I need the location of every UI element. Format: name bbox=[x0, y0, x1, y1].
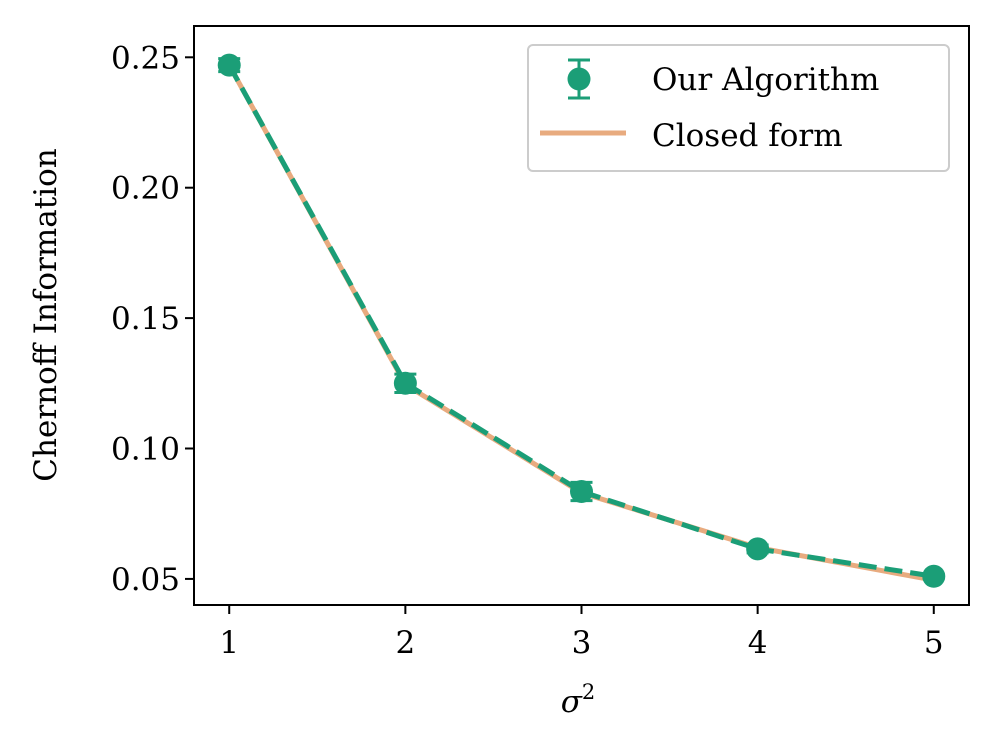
data-point-4 bbox=[746, 537, 770, 561]
y-axis: 0.05 0.10 0.15 0.20 0.25 bbox=[111, 40, 194, 598]
y-tick-label-0.20: 0.20 bbox=[111, 171, 180, 207]
plot-frame bbox=[193, 25, 970, 606]
data-point-1 bbox=[217, 53, 241, 77]
x-axis: 1 2 3 4 5 bbox=[219, 605, 944, 661]
y-axis-label: Chernoff Information bbox=[28, 148, 64, 481]
legend-label-closed-form: Closed form bbox=[652, 118, 843, 154]
x-axis-label-exponent: 2 bbox=[582, 680, 595, 704]
legend-marker-our-algorithm bbox=[567, 58, 591, 100]
y-tick-label-0.10: 0.10 bbox=[111, 432, 180, 468]
y-tick-label-0.25: 0.25 bbox=[111, 40, 180, 76]
x-axis-label-base: σ bbox=[561, 684, 583, 720]
x-tick-label-3: 3 bbox=[572, 625, 592, 661]
series-line-our-algorithm bbox=[227, 63, 935, 579]
data-point-3 bbox=[570, 480, 593, 504]
legend-circle bbox=[567, 67, 591, 91]
x-axis-label: σ2 bbox=[561, 680, 596, 720]
x-tick-label-1: 1 bbox=[219, 625, 239, 661]
legend-label-our-algorithm: Our Algorithm bbox=[652, 62, 879, 98]
data-point-2 bbox=[393, 371, 417, 395]
data-point-5 bbox=[922, 564, 946, 588]
plot-area bbox=[217, 53, 946, 588]
legend-box bbox=[527, 44, 950, 172]
legend: Our Algorithm Closed form bbox=[527, 44, 950, 172]
y-tick-label-0.15: 0.15 bbox=[111, 301, 180, 337]
y-tick-label-0.05: 0.05 bbox=[111, 562, 180, 598]
x-tick-label-2: 2 bbox=[395, 625, 415, 661]
x-tick-label-5: 5 bbox=[924, 625, 944, 661]
x-tick-label-4: 4 bbox=[748, 625, 768, 661]
